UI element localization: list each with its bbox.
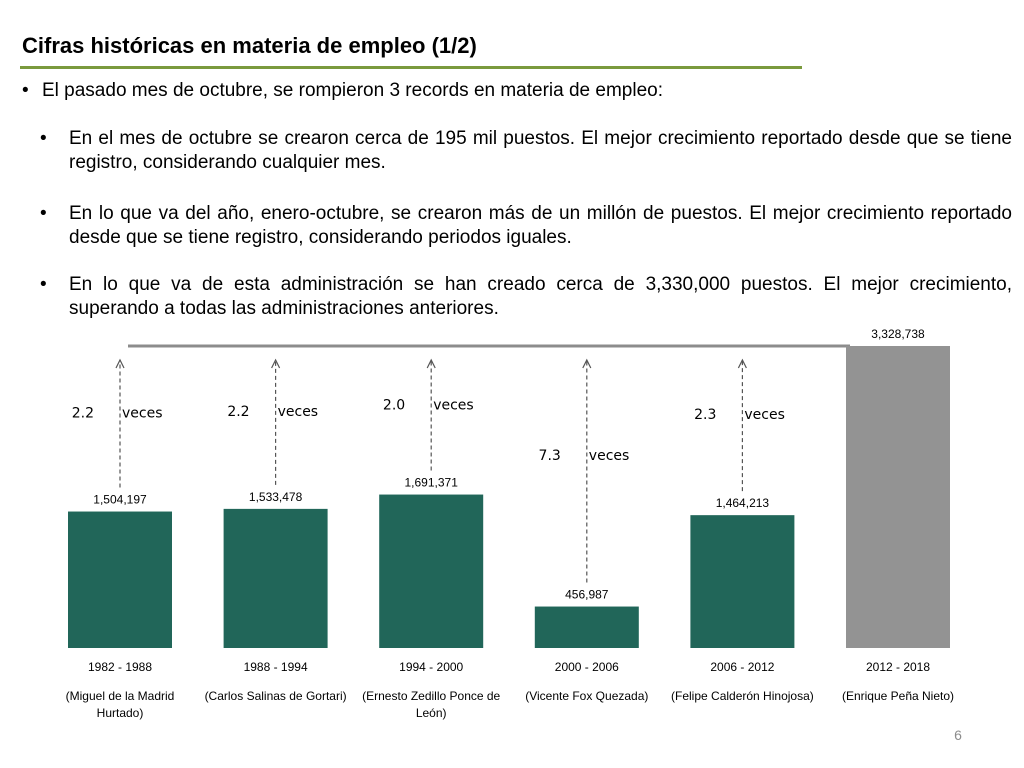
value-label: 456,987 <box>565 588 609 602</box>
sub-bullet-text: En el mes de octubre se crearon cerca de… <box>69 128 1012 173</box>
growth-arrow-head <box>115 358 125 369</box>
bar-1982-1988 <box>68 511 172 648</box>
bar-1988-1994 <box>223 508 328 648</box>
page-number: 6 <box>954 727 962 743</box>
value-label: 1,464,213 <box>716 496 770 510</box>
bar-1994-2000 <box>379 494 484 648</box>
bar-2000-2006 <box>534 606 639 648</box>
growth-arrow-head <box>737 358 747 369</box>
multiplier-word: veces <box>278 404 319 420</box>
multiplier-value: 2.2 <box>72 405 94 421</box>
growth-arrow-head <box>271 358 281 369</box>
growth-arrow-head <box>582 358 592 369</box>
period-label: 1988 - 1994 <box>243 660 308 674</box>
period-label: 1994 - 2000 <box>399 660 464 674</box>
administration-label: (Vicente Fox Quezada) <box>525 689 649 703</box>
value-label: 3,328,738 <box>871 327 925 341</box>
bullet-glyph: • <box>40 203 47 224</box>
growth-arrow-head <box>426 358 436 369</box>
period-label: 2006 - 2012 <box>710 660 775 674</box>
administration-label: (Enrique Peña Nieto) <box>841 689 955 703</box>
period-label: 2012 - 2018 <box>865 660 931 674</box>
administration-label: (Carlos Salinas de Gortari) <box>204 689 347 703</box>
multiplier-word: veces <box>589 448 630 464</box>
bullet-glyph: • <box>40 128 47 149</box>
bar-2012-2018 <box>846 346 950 648</box>
administration-label: (Miguel de la Madrid Hurtado) <box>65 689 175 720</box>
multiplier-word: veces <box>744 407 785 423</box>
multiplier-value: 2.0 <box>383 398 405 414</box>
sub-bullet-text: En lo que va de esta administración se h… <box>69 274 1012 319</box>
title-divider <box>20 66 802 69</box>
slide-title: Cifras históricas en materia de empleo (… <box>22 33 477 58</box>
multiplier-value: 2.2 <box>227 404 249 420</box>
value-label: 1,533,478 <box>249 490 303 504</box>
multiplier-value: 7.3 <box>539 448 561 464</box>
bullet-glyph: • <box>22 80 29 101</box>
period-label: 1982 - 1988 <box>87 660 153 674</box>
multiplier-word: veces <box>122 405 163 421</box>
administration-label: (Felipe Calderón Hinojosa) <box>671 689 814 703</box>
bullet-glyph: • <box>40 274 47 295</box>
period-label: 2000 - 2006 <box>554 660 619 674</box>
value-label: 1,504,197 <box>93 493 147 507</box>
administration-label: (Ernesto Zedillo Ponce de León) <box>362 689 501 720</box>
value-label: 1,691,371 <box>405 476 459 490</box>
sub-bullet-text: En lo que va del año, enero-octubre, se … <box>69 203 1012 248</box>
intro-text: El pasado mes de octubre, se rompieron 3… <box>42 80 663 101</box>
multiplier-word: veces <box>433 398 474 414</box>
multiplier-value: 2.3 <box>694 407 716 423</box>
bar-2006-2012 <box>690 515 795 648</box>
